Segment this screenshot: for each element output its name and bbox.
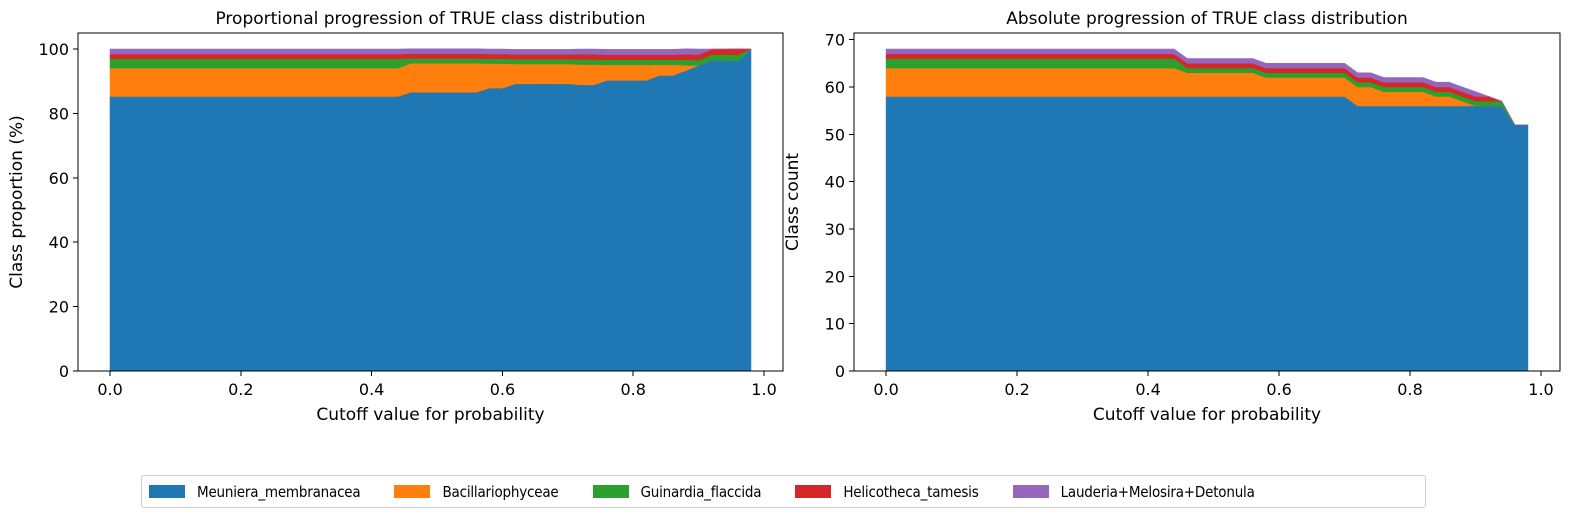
absolute-y-tick-label: 0 — [835, 362, 845, 381]
absolute-area-lauderia-melosira-detonula — [885, 48, 1529, 126]
absolute-x-tick-label: 0.2 — [1004, 380, 1029, 399]
legend-label: Meuniera_membranacea — [197, 482, 361, 501]
legend-swatch — [394, 485, 431, 498]
absolute-x-axis-label: Cutoff value for probability — [1093, 405, 1321, 425]
proportional-x-tick-label: 0.8 — [621, 380, 646, 399]
proportional-y-tick-label: 100 — [38, 40, 69, 59]
legend-label: Lauderia+Melosira+Detonula — [1060, 482, 1255, 501]
legend-item: Bacillariophyceae — [394, 482, 559, 501]
absolute-area-meuniera-membranacea — [885, 96, 1529, 372]
proportional-x-axis-label: Cutoff value for probability — [316, 405, 544, 425]
proportional-y-tick-label: 80 — [49, 104, 69, 123]
legend-item: Helicotheca_tamesis — [795, 482, 979, 501]
absolute-x-tick-label: 0.0 — [873, 380, 898, 399]
proportional-y-tick-label: 60 — [49, 169, 69, 188]
proportional-y-axis-label: Class proportion (%) — [7, 115, 27, 289]
proportional-area-lauderia-melosira-detonula — [109, 48, 752, 55]
legend-swatch — [149, 485, 185, 498]
proportional-chart-title: Proportional progression of TRUE class d… — [215, 9, 645, 29]
proportional-x-tick-label: 0.2 — [228, 380, 253, 399]
absolute-x-tick-label: 0.6 — [1266, 380, 1291, 399]
proportional-x-tick-label: 0.6 — [490, 380, 515, 399]
legend-swatch — [795, 485, 832, 498]
proportional-y-tick-label: 0 — [59, 362, 69, 381]
legend-swatch — [592, 485, 629, 498]
proportional-chart: 0.0 0.2 0.4 0.6 0.8 1.0 0 20 40 60 80 100 Proportion… — [7, 9, 784, 425]
absolute-y-axis-label: Class count — [783, 153, 803, 251]
absolute-y-tick-label: 30 — [825, 220, 845, 239]
absolute-axes-frame — [853, 32, 1561, 372]
proportional-y-tick-label: 40 — [49, 233, 69, 252]
absolute-x-tick-label: 0.8 — [1397, 380, 1422, 399]
proportional-axes-frame — [77, 32, 784, 372]
absolute-x-tick-label: 0.4 — [1135, 380, 1160, 399]
charts-canvas: 0.0 0.2 0.4 0.6 0.8 1.0020406080100Proportion… — [7, 9, 1561, 425]
absolute-y-tick-label: 10 — [825, 315, 845, 334]
legend-label: Helicotheca_tamesis — [843, 482, 979, 501]
legend-item: Lauderia+Melosira+Detonula — [1012, 482, 1255, 501]
proportional-x-tick-label: 1.0 — [751, 380, 776, 399]
absolute-y-tick-label: 70 — [825, 31, 845, 50]
absolute-y-tick-label: 40 — [825, 173, 845, 192]
absolute-y-tick-label: 60 — [825, 78, 845, 97]
proportional-area-meuniera-membranacea — [109, 48, 752, 372]
legend: Meuniera_membranacea Bacillariophyceae Gui… — [141, 475, 1426, 508]
absolute-y-tick-label: 50 — [825, 125, 845, 144]
legend-label: Guinardia_flaccida — [640, 482, 762, 501]
absolute-x-tick-label: 1.0 — [1528, 380, 1553, 399]
legend-swatch — [1012, 485, 1049, 498]
absolute-chart: 0.0 0.2 0.4 0.6 0.8 1.0 0 10 20 30 40 50 60 70 Absolut… — [783, 9, 1561, 425]
absolute-y-tick-label: 20 — [825, 267, 845, 286]
legend-label: Bacillariophyceae — [442, 482, 559, 501]
proportional-y-tick-label: 20 — [49, 298, 69, 317]
absolute-chart-title: Absolute progression of TRUE class distr… — [1006, 9, 1407, 29]
proportional-x-tick-label: 0.0 — [97, 380, 122, 399]
legend-item: Guinardia_flaccida — [592, 482, 762, 501]
legend-item: Meuniera_membranacea — [149, 482, 361, 501]
proportional-x-tick-label: 0.4 — [359, 380, 384, 399]
